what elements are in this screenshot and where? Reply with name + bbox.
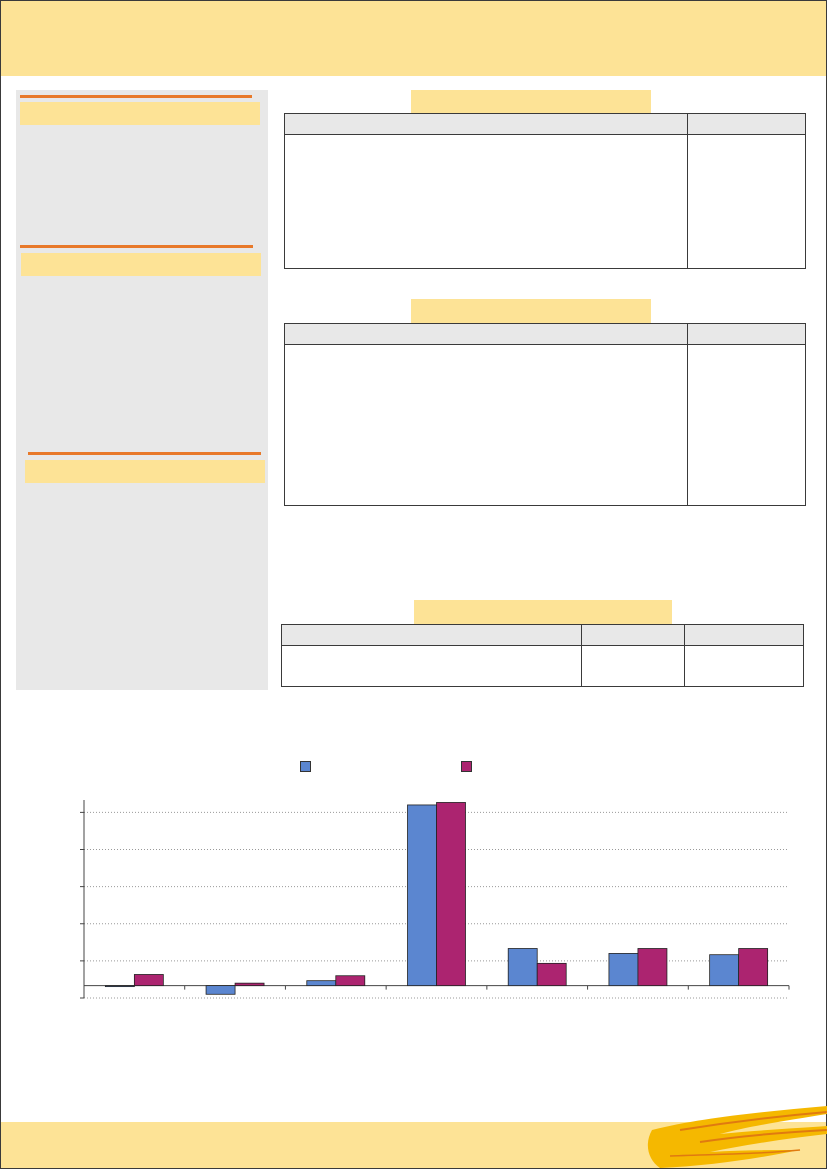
- table-3-header-cell: [684, 624, 804, 646]
- chart-bar-series-1: [205, 985, 236, 995]
- chart-bar-series-2: [133, 974, 164, 987]
- sidebar-rule-3: [28, 452, 261, 455]
- table-3-header-cell: [581, 624, 685, 646]
- chart-bar-series-2: [637, 948, 668, 987]
- table-row: [284, 344, 806, 506]
- table-cell: [281, 645, 582, 687]
- chart-bar-series-1: [104, 985, 135, 988]
- table-1-header-row: [284, 113, 806, 135]
- legend-swatch-series-1: [300, 761, 311, 772]
- table-3-header-row: [281, 624, 804, 646]
- sidebar-rule-2: [20, 245, 253, 248]
- table-1-title: [411, 90, 651, 114]
- bar-chart: [0, 750, 827, 1020]
- table-cell: [687, 134, 806, 269]
- header-banner: [1, 1, 826, 76]
- chart-bar-series-2: [335, 975, 366, 987]
- sidebar-panel: [16, 90, 268, 690]
- chart-bar-series-1: [407, 804, 437, 987]
- chart-bar-series-2: [436, 802, 466, 987]
- table-1: [284, 113, 806, 269]
- chart-bar-series-2: [738, 948, 769, 987]
- chart-bar-series-2: [234, 982, 265, 987]
- table-cell: [581, 645, 685, 687]
- table-cell: [687, 344, 806, 506]
- table-2-header-cell: [687, 323, 806, 345]
- table-cell: [284, 134, 688, 269]
- table-row: [281, 645, 804, 687]
- table-cell: [684, 645, 804, 687]
- chart-bar-series-1: [709, 954, 740, 987]
- sidebar-rule-1: [20, 95, 252, 98]
- brand-swoosh-logo: [647, 1106, 827, 1168]
- chart-bar-series-1: [306, 980, 337, 987]
- chart-plot: [80, 800, 790, 999]
- table-2-header-cell: [284, 323, 688, 345]
- chart-bar-series-1: [608, 953, 639, 987]
- chart-bar-series-2: [536, 962, 567, 987]
- table-1-header-cell: [687, 113, 806, 135]
- sidebar-heading-2: [21, 253, 261, 276]
- chart-bar-series-1: [507, 948, 538, 987]
- table-2: [284, 323, 806, 506]
- table-2-title: [411, 299, 651, 323]
- legend-swatch-series-2: [461, 761, 472, 772]
- table-3-header-cell: [281, 624, 582, 646]
- sidebar-heading-3: [25, 460, 265, 483]
- table-cell: [284, 344, 688, 506]
- table-2-header-row: [284, 323, 806, 345]
- table-row: [284, 134, 806, 269]
- table-1-header-cell: [284, 113, 688, 135]
- table-3: [281, 624, 804, 687]
- sidebar-heading-1: [20, 102, 260, 125]
- table-3-title: [414, 600, 672, 624]
